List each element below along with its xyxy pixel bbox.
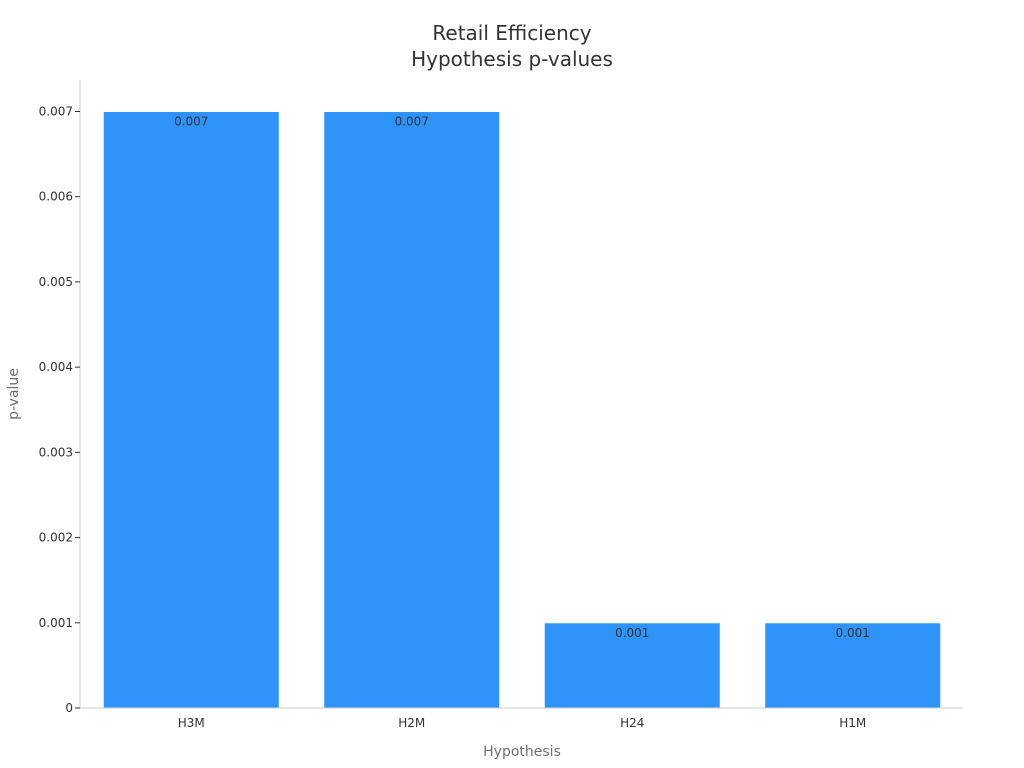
x-ticks-layer: H3M H2M H24 H1M: [178, 716, 867, 730]
bar-h1m: [764, 622, 942, 709]
y-tick-label: 0.005: [39, 275, 73, 289]
y-tick-label: 0: [65, 701, 73, 715]
y-ticks-layer: 0 0.001 0.002 0.003 0.004 0.005 0.006 0.007: [39, 105, 80, 715]
y-tick-label: 0.003: [39, 445, 73, 459]
chart-title-line-2: Hypothesis p-values: [411, 47, 613, 71]
y-tick-label: 0.007: [39, 105, 73, 119]
y-axis-label: p-value: [6, 368, 22, 420]
data-labels-layer: 0.007 0.007 0.001 0.001: [174, 115, 870, 640]
data-label-h3m: 0.007: [174, 115, 208, 129]
x-tick-label-h24: H24: [620, 716, 644, 730]
bars-layer: [102, 111, 942, 709]
x-tick-label-h1m: H1M: [839, 716, 866, 730]
data-label-h24: 0.001: [615, 626, 649, 640]
y-tick-label: 0.006: [39, 190, 73, 204]
x-tick-label-h2m: H2M: [398, 716, 425, 730]
bar-h3m: [102, 111, 280, 709]
y-tick-label: 0.001: [39, 616, 73, 630]
y-tick-label: 0.004: [39, 360, 73, 374]
data-label-h2m: 0.007: [395, 115, 429, 129]
x-tick-label-h3m: H3M: [178, 716, 205, 730]
bar-h24: [543, 622, 721, 709]
bar-h2m: [323, 111, 501, 709]
data-label-h1m: 0.001: [836, 626, 870, 640]
y-tick-label: 0.002: [39, 531, 73, 545]
chart-title-line-1: Retail Efficiency: [432, 21, 591, 45]
x-axis-label: Hypothesis: [483, 744, 561, 760]
